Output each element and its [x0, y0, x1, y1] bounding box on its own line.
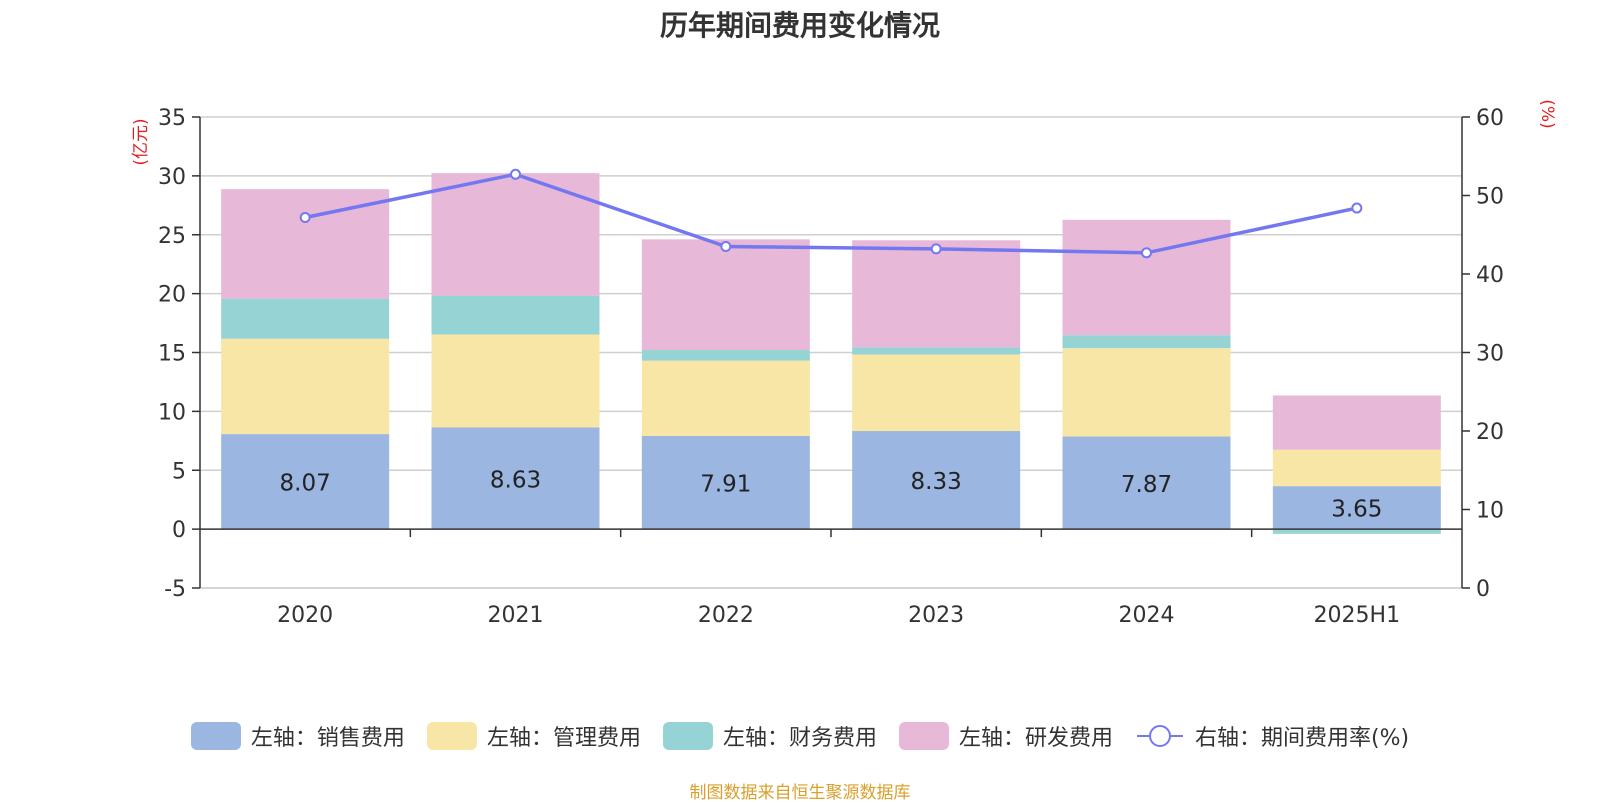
rate-line	[304, 172, 1358, 255]
bar-finance	[221, 298, 390, 339]
rate-point	[1141, 247, 1152, 259]
right-tick-label: 0	[1476, 577, 1490, 602]
bar-sales	[641, 435, 810, 530]
bar-admin	[431, 334, 600, 428]
left-tick-label: 0	[172, 518, 186, 543]
labels-layer: 8.07 8.63 7.91 8.33 7.87 3.65	[280, 467, 1383, 522]
bar-rd	[431, 173, 600, 296]
rate-point	[720, 241, 732, 253]
legend-label-rd: 左轴：研发费用	[958, 726, 1113, 751]
bar-rd	[1272, 395, 1441, 450]
x-tick-label: 2020	[277, 603, 333, 628]
bar-finance	[852, 347, 1021, 355]
rate-point	[930, 243, 942, 255]
legend-label-sales: 左轴：销售费用	[250, 726, 405, 751]
data-label: 7.87	[1121, 472, 1172, 498]
x-tick-label: 2023	[908, 603, 964, 628]
left-tick-label: 5	[172, 459, 186, 484]
legend-label-admin: 左轴：管理费用	[486, 726, 641, 751]
legend-swatch-finance	[662, 722, 713, 750]
left-axis-unit-label: (亿元)	[131, 118, 151, 165]
legend-swatch-admin	[426, 722, 477, 750]
left-tick-label: 15	[158, 342, 186, 367]
x-tick-label: 2021	[488, 603, 544, 628]
bar-finance	[1272, 529, 1441, 534]
right-tick-label: 10	[1476, 499, 1504, 524]
bar-sales	[1272, 486, 1441, 530]
x-tick-label: 2025H1	[1314, 603, 1401, 628]
left-tick-label: 20	[158, 283, 186, 308]
bar-finance	[431, 295, 600, 335]
right-tick-label: 50	[1476, 185, 1504, 210]
bar-sales	[1062, 436, 1231, 530]
legend-item-rd[interactable]: 左轴：研发费用	[898, 720, 1113, 752]
left-tick-label: 30	[158, 165, 186, 190]
right-axis-unit-label: (%)	[1537, 99, 1557, 128]
legend-item-rate[interactable]: 右轴：期间费用率(%)	[1135, 720, 1409, 752]
left-tick-label: 35	[158, 106, 186, 131]
right-tick-label: 40	[1476, 263, 1504, 288]
data-label: 7.91	[700, 472, 751, 498]
bar-rd	[852, 240, 1021, 348]
legend-item-sales[interactable]: 左轴：销售费用	[190, 720, 405, 752]
legend-item-admin[interactable]: 左轴：管理费用	[426, 720, 641, 752]
legend-swatch-rd	[898, 722, 949, 750]
right-tick-label: 30	[1476, 342, 1504, 367]
data-label: 8.07	[280, 471, 331, 497]
legend: 左轴：销售费用 左轴：管理费用 左轴：财务费用 左轴：研发费用 右轴：期间费用率…	[0, 720, 1600, 752]
left-tick-label: 25	[158, 224, 186, 249]
line-layer	[299, 168, 1363, 259]
bar-admin	[1272, 449, 1441, 487]
x-tick-label: 2022	[698, 603, 754, 628]
legend-label-finance: 左轴：财务费用	[722, 726, 877, 751]
legend-item-finance[interactable]: 左轴：财务费用	[662, 720, 877, 752]
bar-finance	[1062, 335, 1231, 349]
left-tick-label: -5	[164, 577, 186, 602]
grid-layer	[200, 116, 1462, 589]
bar-rd	[1062, 219, 1231, 336]
bar-sales	[221, 434, 390, 530]
bars-layer	[221, 173, 1441, 534]
legend-swatch-sales	[190, 722, 241, 750]
bar-finance	[641, 350, 810, 361]
bar-rd	[641, 239, 810, 351]
rate-point	[299, 211, 311, 223]
legend-label-rate: 右轴：期间费用率(%)	[1194, 726, 1410, 751]
source-note: 制图数据来自恒生聚源数据库	[689, 783, 911, 803]
rate-point	[1351, 202, 1363, 214]
data-label: 8.33	[911, 469, 962, 495]
chart-title: 历年期间费用变化情况	[659, 9, 940, 42]
bar-admin	[641, 360, 810, 436]
bar-admin	[852, 354, 1021, 432]
data-label: 8.63	[490, 467, 541, 493]
bar-sales	[431, 427, 600, 530]
right-tick-label: 20	[1476, 420, 1504, 445]
bar-sales	[852, 431, 1021, 530]
rate-point	[510, 168, 521, 180]
data-label: 3.65	[1331, 497, 1382, 523]
right-tick-label: 60	[1476, 106, 1504, 131]
left-tick-label: 10	[158, 400, 186, 425]
legend-line-marker-icon	[1136, 725, 1183, 747]
x-tick-label: 2024	[1119, 603, 1175, 628]
bar-admin	[221, 338, 390, 435]
bar-admin	[1062, 348, 1231, 437]
